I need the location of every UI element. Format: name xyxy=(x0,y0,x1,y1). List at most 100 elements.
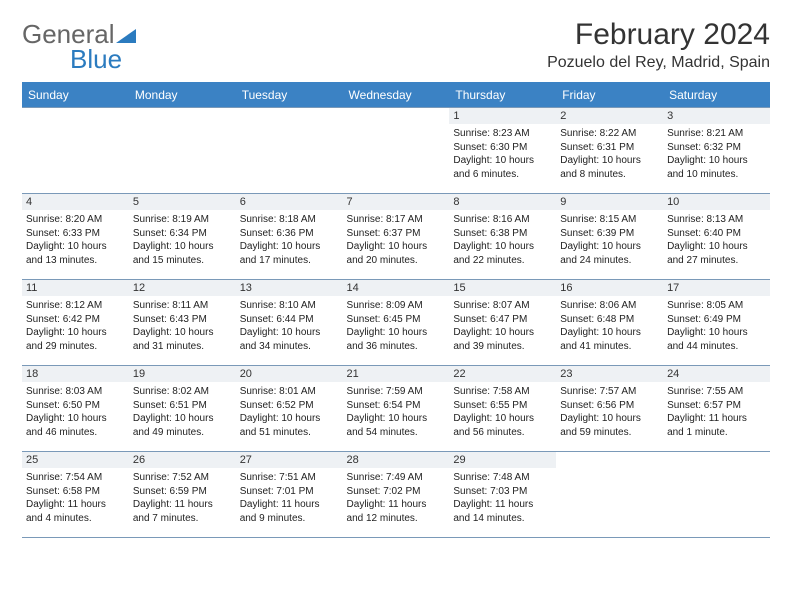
day-header-tuesday: Tuesday xyxy=(236,83,343,108)
day-body: Sunrise: 8:07 AMSunset: 6:47 PMDaylight:… xyxy=(449,296,556,356)
day-cell: 11Sunrise: 8:12 AMSunset: 6:42 PMDayligh… xyxy=(22,280,129,366)
day-number: 5 xyxy=(129,194,236,210)
day-number: 23 xyxy=(556,366,663,382)
day-body: Sunrise: 8:12 AMSunset: 6:42 PMDaylight:… xyxy=(22,296,129,356)
empty-cell xyxy=(663,452,770,538)
week-row: 4Sunrise: 8:20 AMSunset: 6:33 PMDaylight… xyxy=(22,194,770,280)
day-cell: 26Sunrise: 7:52 AMSunset: 6:59 PMDayligh… xyxy=(129,452,236,538)
logo: GeneralBlue xyxy=(22,22,136,71)
day-body: Sunrise: 8:21 AMSunset: 6:32 PMDaylight:… xyxy=(663,124,770,184)
title-block: February 2024 Pozuelo del Rey, Madrid, S… xyxy=(547,18,770,72)
day-cell: 18Sunrise: 8:03 AMSunset: 6:50 PMDayligh… xyxy=(22,366,129,452)
day-header-sunday: Sunday xyxy=(22,83,129,108)
day-cell: 15Sunrise: 8:07 AMSunset: 6:47 PMDayligh… xyxy=(449,280,556,366)
day-cell: 13Sunrise: 8:10 AMSunset: 6:44 PMDayligh… xyxy=(236,280,343,366)
day-number: 7 xyxy=(343,194,450,210)
day-cell: 5Sunrise: 8:19 AMSunset: 6:34 PMDaylight… xyxy=(129,194,236,280)
day-cell: 7Sunrise: 8:17 AMSunset: 6:37 PMDaylight… xyxy=(343,194,450,280)
day-cell: 28Sunrise: 7:49 AMSunset: 7:02 PMDayligh… xyxy=(343,452,450,538)
day-body: Sunrise: 7:49 AMSunset: 7:02 PMDaylight:… xyxy=(343,468,450,528)
day-cell: 20Sunrise: 8:01 AMSunset: 6:52 PMDayligh… xyxy=(236,366,343,452)
day-number: 4 xyxy=(22,194,129,210)
day-cell: 24Sunrise: 7:55 AMSunset: 6:57 PMDayligh… xyxy=(663,366,770,452)
day-header-monday: Monday xyxy=(129,83,236,108)
day-cell: 21Sunrise: 7:59 AMSunset: 6:54 PMDayligh… xyxy=(343,366,450,452)
day-body: Sunrise: 7:52 AMSunset: 6:59 PMDaylight:… xyxy=(129,468,236,528)
day-body: Sunrise: 8:10 AMSunset: 6:44 PMDaylight:… xyxy=(236,296,343,356)
day-number: 8 xyxy=(449,194,556,210)
day-body: Sunrise: 8:16 AMSunset: 6:38 PMDaylight:… xyxy=(449,210,556,270)
day-number: 27 xyxy=(236,452,343,468)
day-cell: 29Sunrise: 7:48 AMSunset: 7:03 PMDayligh… xyxy=(449,452,556,538)
day-number: 15 xyxy=(449,280,556,296)
day-number: 19 xyxy=(129,366,236,382)
day-body: Sunrise: 7:58 AMSunset: 6:55 PMDaylight:… xyxy=(449,382,556,442)
day-body: Sunrise: 8:01 AMSunset: 6:52 PMDaylight:… xyxy=(236,382,343,442)
day-cell: 25Sunrise: 7:54 AMSunset: 6:58 PMDayligh… xyxy=(22,452,129,538)
day-body: Sunrise: 8:15 AMSunset: 6:39 PMDaylight:… xyxy=(556,210,663,270)
day-number: 6 xyxy=(236,194,343,210)
day-number: 20 xyxy=(236,366,343,382)
day-header-saturday: Saturday xyxy=(663,83,770,108)
day-number: 18 xyxy=(22,366,129,382)
empty-cell xyxy=(343,108,450,194)
month-title: February 2024 xyxy=(547,18,770,52)
logo-triangle-icon xyxy=(116,29,136,43)
day-body: Sunrise: 7:51 AMSunset: 7:01 PMDaylight:… xyxy=(236,468,343,528)
day-number: 16 xyxy=(556,280,663,296)
day-number: 3 xyxy=(663,108,770,124)
day-number: 14 xyxy=(343,280,450,296)
day-number: 22 xyxy=(449,366,556,382)
day-number: 28 xyxy=(343,452,450,468)
day-number: 10 xyxy=(663,194,770,210)
day-cell: 6Sunrise: 8:18 AMSunset: 6:36 PMDaylight… xyxy=(236,194,343,280)
day-body: Sunrise: 7:59 AMSunset: 6:54 PMDaylight:… xyxy=(343,382,450,442)
calendar-table: SundayMondayTuesdayWednesdayThursdayFrid… xyxy=(22,82,770,538)
day-number: 29 xyxy=(449,452,556,468)
day-body: Sunrise: 7:48 AMSunset: 7:03 PMDaylight:… xyxy=(449,468,556,528)
day-header-friday: Friday xyxy=(556,83,663,108)
empty-cell xyxy=(22,108,129,194)
day-cell: 2Sunrise: 8:22 AMSunset: 6:31 PMDaylight… xyxy=(556,108,663,194)
day-number: 11 xyxy=(22,280,129,296)
day-cell: 12Sunrise: 8:11 AMSunset: 6:43 PMDayligh… xyxy=(129,280,236,366)
day-number: 13 xyxy=(236,280,343,296)
day-cell: 19Sunrise: 8:02 AMSunset: 6:51 PMDayligh… xyxy=(129,366,236,452)
day-cell: 4Sunrise: 8:20 AMSunset: 6:33 PMDaylight… xyxy=(22,194,129,280)
day-number: 26 xyxy=(129,452,236,468)
day-cell: 17Sunrise: 8:05 AMSunset: 6:49 PMDayligh… xyxy=(663,280,770,366)
day-cell: 14Sunrise: 8:09 AMSunset: 6:45 PMDayligh… xyxy=(343,280,450,366)
week-row: 11Sunrise: 8:12 AMSunset: 6:42 PMDayligh… xyxy=(22,280,770,366)
day-number: 21 xyxy=(343,366,450,382)
day-body: Sunrise: 7:54 AMSunset: 6:58 PMDaylight:… xyxy=(22,468,129,528)
day-cell: 3Sunrise: 8:21 AMSunset: 6:32 PMDaylight… xyxy=(663,108,770,194)
day-body: Sunrise: 8:06 AMSunset: 6:48 PMDaylight:… xyxy=(556,296,663,356)
day-number: 12 xyxy=(129,280,236,296)
location: Pozuelo del Rey, Madrid, Spain xyxy=(547,54,770,72)
day-cell: 22Sunrise: 7:58 AMSunset: 6:55 PMDayligh… xyxy=(449,366,556,452)
day-cell: 10Sunrise: 8:13 AMSunset: 6:40 PMDayligh… xyxy=(663,194,770,280)
day-body: Sunrise: 8:19 AMSunset: 6:34 PMDaylight:… xyxy=(129,210,236,270)
empty-cell xyxy=(236,108,343,194)
logo-text-blue: Blue xyxy=(70,44,122,74)
day-number: 2 xyxy=(556,108,663,124)
day-number: 25 xyxy=(22,452,129,468)
day-number: 1 xyxy=(449,108,556,124)
day-body: Sunrise: 8:18 AMSunset: 6:36 PMDaylight:… xyxy=(236,210,343,270)
day-cell: 9Sunrise: 8:15 AMSunset: 6:39 PMDaylight… xyxy=(556,194,663,280)
day-body: Sunrise: 8:11 AMSunset: 6:43 PMDaylight:… xyxy=(129,296,236,356)
day-number: 9 xyxy=(556,194,663,210)
day-cell: 16Sunrise: 8:06 AMSunset: 6:48 PMDayligh… xyxy=(556,280,663,366)
header: GeneralBlue February 2024 Pozuelo del Re… xyxy=(22,18,770,72)
day-header-thursday: Thursday xyxy=(449,83,556,108)
day-body: Sunrise: 7:55 AMSunset: 6:57 PMDaylight:… xyxy=(663,382,770,442)
empty-cell xyxy=(129,108,236,194)
day-body: Sunrise: 7:57 AMSunset: 6:56 PMDaylight:… xyxy=(556,382,663,442)
day-body: Sunrise: 8:02 AMSunset: 6:51 PMDaylight:… xyxy=(129,382,236,442)
week-row: 1Sunrise: 8:23 AMSunset: 6:30 PMDaylight… xyxy=(22,108,770,194)
day-body: Sunrise: 8:13 AMSunset: 6:40 PMDaylight:… xyxy=(663,210,770,270)
empty-cell xyxy=(556,452,663,538)
week-row: 25Sunrise: 7:54 AMSunset: 6:58 PMDayligh… xyxy=(22,452,770,538)
day-number: 17 xyxy=(663,280,770,296)
day-cell: 8Sunrise: 8:16 AMSunset: 6:38 PMDaylight… xyxy=(449,194,556,280)
